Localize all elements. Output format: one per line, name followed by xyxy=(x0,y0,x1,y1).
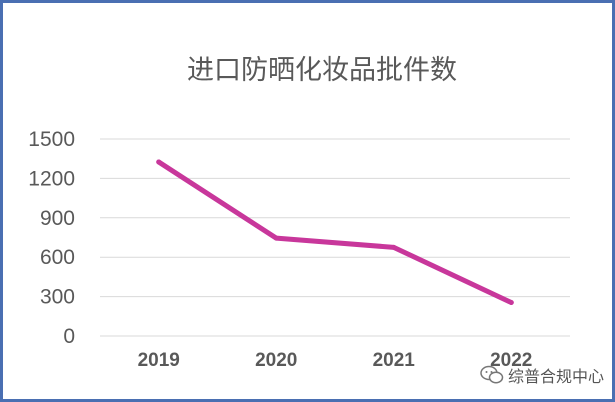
x-tick-label: 2022 xyxy=(490,350,532,371)
x-tick-label: 2019 xyxy=(138,350,180,371)
wechat-icon xyxy=(480,365,504,384)
series-layer xyxy=(156,159,514,306)
data-point xyxy=(508,300,514,306)
x-tick-label: 2021 xyxy=(373,350,416,371)
y-tick-label: 1200 xyxy=(28,167,75,190)
data-point xyxy=(391,244,397,250)
data-point xyxy=(273,235,279,241)
y-tick-label: 600 xyxy=(40,246,75,269)
y-tick-label: 0 xyxy=(63,325,75,348)
series-line xyxy=(156,159,514,306)
watermark-text: 综普合规中心 xyxy=(508,367,605,386)
gridlines xyxy=(100,138,570,337)
chart-title: 进口防晒化妆品批件数 xyxy=(187,55,457,86)
watermark: 综普合规中心 xyxy=(480,364,604,386)
y-tick-label: 900 xyxy=(40,207,75,230)
x-tick-label: 2020 xyxy=(255,350,297,371)
y-tick-label: 1500 xyxy=(28,128,75,151)
x-axis-ticks: 2019 2020 2021 2022 xyxy=(138,350,533,371)
y-axis-ticks: 0 300 600 900 1200 1500 xyxy=(28,128,75,348)
data-point xyxy=(156,159,162,165)
y-tick-label: 300 xyxy=(40,286,75,309)
